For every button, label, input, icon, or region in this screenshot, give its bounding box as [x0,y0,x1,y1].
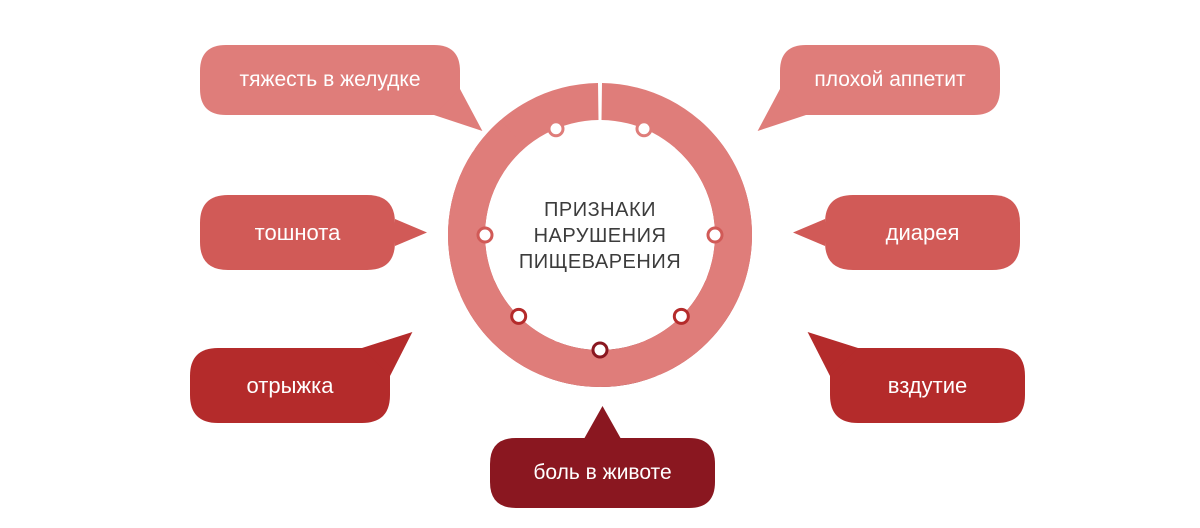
ring-dot [512,309,526,323]
ring-dot [549,122,563,136]
speech-bubble-tail [585,406,621,438]
bubble-label: тошнота [200,195,395,270]
bubble-label: плохой аппетит [780,45,1000,115]
bubble-label: тяжесть в желудке [200,45,460,115]
center-title-line: НАРУШЕНИЯ [480,223,720,249]
bubble-label: отрыжка [190,348,390,423]
ring-dot [637,122,651,136]
center-title-line: ПИЩЕВАРЕНИЯ [480,249,720,275]
speech-bubble-tail [793,219,825,246]
bubble-label: диарея [825,195,1020,270]
speech-bubble-tail [395,219,427,246]
center-title: ПРИЗНАКИНАРУШЕНИЯПИЩЕВАРЕНИЯ [480,197,720,275]
ring-dot [593,343,607,357]
ring-dot [674,309,688,323]
bubble-label: боль в животе [490,438,715,508]
diagram-canvas: тяжесть в желудке плохой аппетит тошнота ди… [0,0,1200,528]
bubble-label: вздутие [830,348,1025,423]
center-title-line: ПРИЗНАКИ [480,197,720,223]
